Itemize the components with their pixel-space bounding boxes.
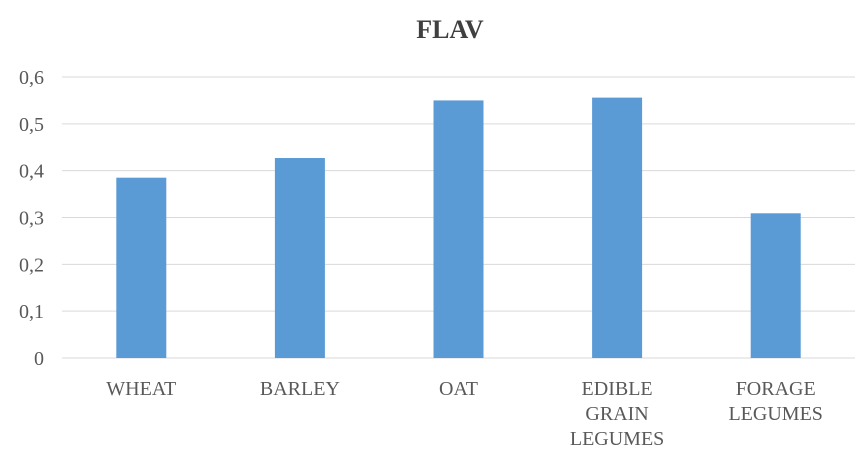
y-tick-label: 0,1 bbox=[19, 301, 44, 323]
bar bbox=[592, 97, 643, 359]
x-category-label: FORAGE LEGUMES bbox=[728, 378, 822, 425]
x-category-label: OAT bbox=[439, 378, 478, 400]
x-category-line: GRAIN bbox=[585, 403, 648, 425]
x-category-label: WHEAT bbox=[106, 378, 176, 400]
y-tick-label: 0,3 bbox=[19, 208, 44, 230]
x-category-line: WHEAT bbox=[106, 378, 176, 400]
bar bbox=[274, 158, 325, 358]
bars bbox=[116, 97, 801, 359]
bar bbox=[116, 177, 167, 358]
y-tick-label: 0,2 bbox=[19, 254, 44, 276]
bar bbox=[433, 100, 484, 359]
x-category-line: OAT bbox=[439, 378, 478, 400]
y-tick-label: 0 bbox=[34, 348, 44, 370]
y-tick-label: 0,4 bbox=[19, 161, 44, 183]
chart-title: FLAV bbox=[416, 15, 484, 44]
x-category-line: LEGUMES bbox=[728, 403, 822, 425]
x-category-label: EDIBLE GRAIN LEGUMES bbox=[570, 378, 664, 450]
y-tick-label: 0,5 bbox=[19, 114, 44, 136]
x-category-line: FORAGE bbox=[736, 378, 816, 400]
x-category-label: BARLEY bbox=[260, 378, 340, 400]
x-category-line: LEGUMES bbox=[570, 428, 664, 450]
y-tick-label: 0,6 bbox=[19, 67, 44, 89]
bar bbox=[750, 213, 801, 358]
x-category-line: EDIBLE bbox=[582, 378, 653, 400]
y-axis-ticks: 0 0,1 0,2 0,3 0,4 0,5 0,6 bbox=[19, 67, 44, 370]
x-axis-categories: WHEAT BARLEY OAT EDIBLE GRAIN LEGUMES FORAGE LE… bbox=[106, 378, 823, 450]
x-category-line: BARLEY bbox=[260, 378, 340, 400]
